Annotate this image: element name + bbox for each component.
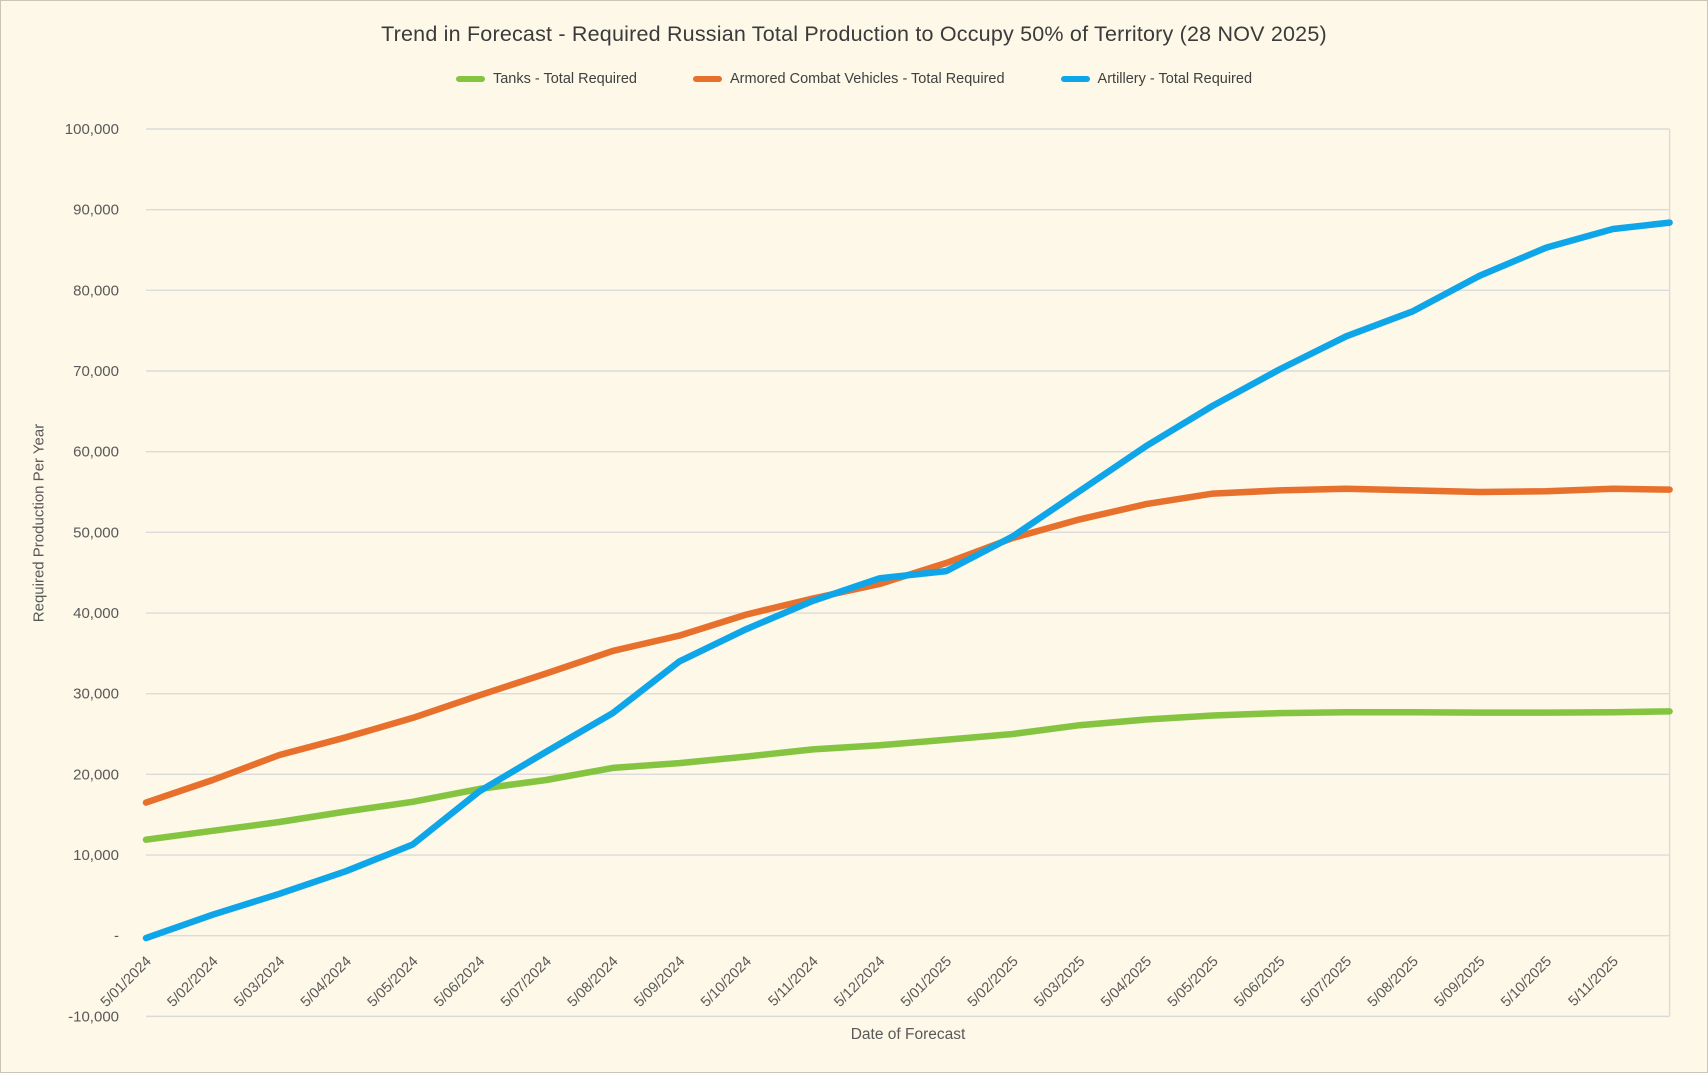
y-tick-label: -10,000 (68, 1008, 119, 1025)
legend-label-tanks: Tanks - Total Required (492, 71, 637, 87)
y-tick-label: 40,000 (73, 605, 119, 622)
y-tick-label: 80,000 (73, 282, 119, 299)
x-tick-label: 5/02/2024 (165, 954, 222, 1011)
y-tick-label: 30,000 (73, 686, 119, 703)
x-tick-label: 5/04/2024 (298, 954, 355, 1011)
y-tick-label: 50,000 (73, 524, 119, 541)
legend-label-artillery: Artillery - Total Required (1097, 71, 1253, 87)
artillery-line-swatch-icon (1060, 76, 1090, 82)
x-tick-label: 5/10/2025 (1498, 954, 1555, 1011)
x-tick-label: 5/11/2025 (1566, 954, 1622, 1010)
x-tick-label: 5/12/2024 (831, 954, 888, 1011)
x-tick-label: 5/01/2024 (98, 954, 155, 1011)
x-tick-label: 5/05/2024 (365, 954, 422, 1011)
x-tick-label: 5/07/2024 (498, 954, 555, 1011)
series-line-tanks (142, 708, 1673, 843)
x-tick-label: 5/05/2025 (1165, 954, 1222, 1011)
legend-item-tanks[interactable]: Tanks - Total Required (455, 71, 637, 87)
y-tick-label: - (114, 928, 119, 945)
x-tick-label: 5/07/2025 (1298, 954, 1355, 1011)
x-tick-label: 5/11/2024 (765, 954, 821, 1010)
x-tick-label: 5/09/2024 (631, 954, 688, 1011)
chart-title: Trend in Forecast - Required Russian Tot… (381, 22, 1327, 46)
y-tick-label: 60,000 (73, 444, 119, 461)
x-tick-label: 5/01/2025 (898, 954, 955, 1011)
x-tick-label: 5/03/2024 (231, 954, 288, 1011)
series-line-acv (142, 485, 1673, 806)
x-tick-label: 5/06/2025 (1231, 954, 1288, 1011)
tanks-line-swatch-icon (455, 76, 485, 82)
x-axis-title: Date of Forecast (850, 1026, 966, 1043)
legend-label-acv: Armored Combat Vehicles - Total Required (729, 71, 1005, 87)
y-axis-title: Required Production Per Year (30, 423, 48, 623)
x-tick-label: 5/03/2025 (1031, 954, 1088, 1011)
x-tick-label: 5/10/2024 (698, 954, 755, 1011)
x-tick-label: 5/06/2024 (431, 954, 488, 1011)
y-tick-label: 100,000 (65, 121, 119, 138)
x-tick-label: 5/08/2024 (565, 954, 622, 1011)
legend: Tanks - Total Required Armored Combat Ve… (1, 71, 1707, 87)
x-tick-label: 5/09/2025 (1431, 954, 1488, 1011)
x-tick-label: 5/02/2025 (965, 954, 1022, 1011)
y-tick-label: 20,000 (73, 766, 119, 783)
x-tick-label: 5/04/2025 (1098, 954, 1155, 1011)
y-tick-label: 10,000 (73, 847, 119, 864)
acv-line-swatch-icon (692, 76, 722, 82)
legend-item-artillery[interactable]: Artillery - Total Required (1060, 71, 1253, 87)
legend-item-acv[interactable]: Armored Combat Vehicles - Total Required (692, 71, 1005, 87)
y-tick-label: 70,000 (73, 363, 119, 380)
x-tick-label: 5/08/2025 (1365, 954, 1422, 1011)
y-tick-label: 90,000 (73, 202, 119, 219)
series-line-artillery (142, 219, 1673, 942)
